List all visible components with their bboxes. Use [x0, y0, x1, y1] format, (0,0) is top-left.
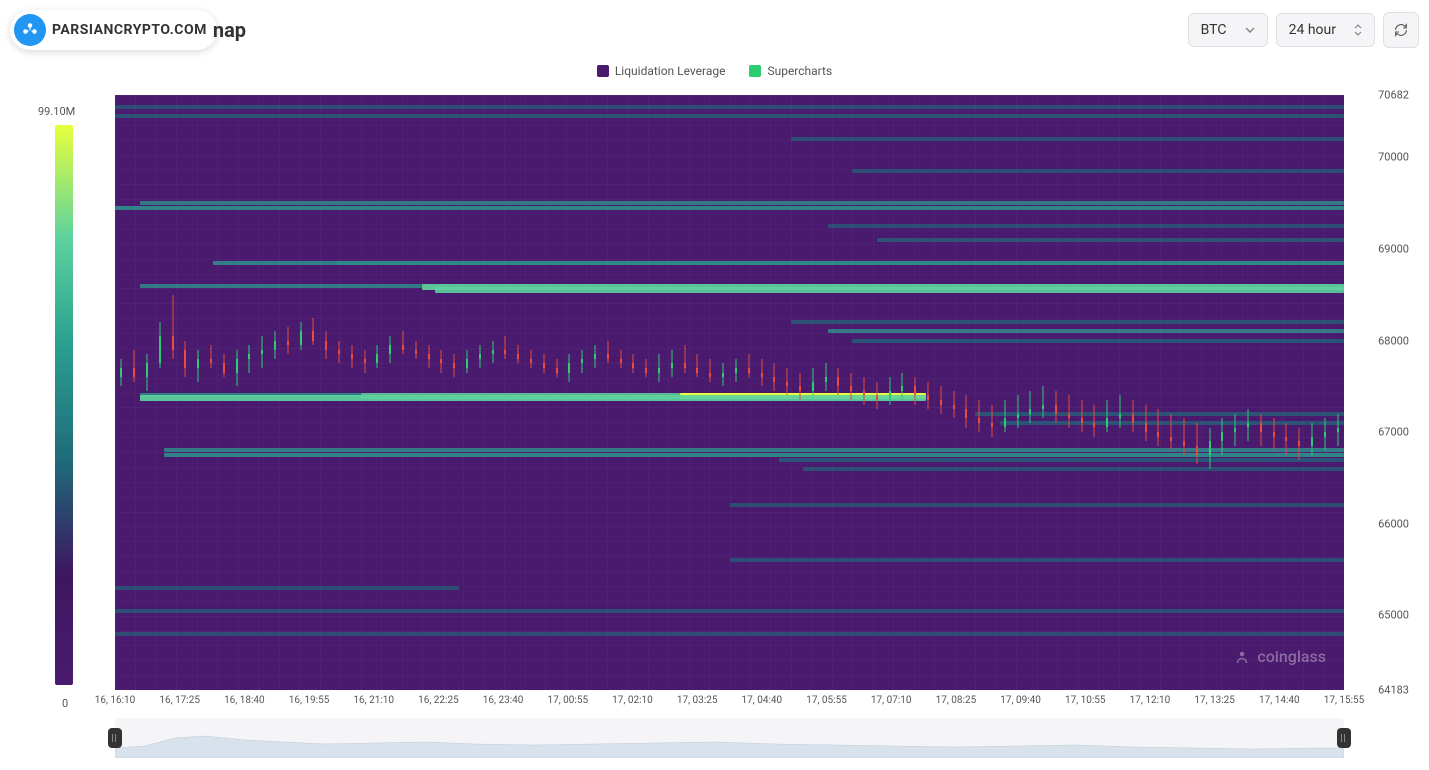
- watermark: coinglass: [1233, 647, 1326, 666]
- x-tick: 17, 08:25: [936, 695, 977, 706]
- refresh-button[interactable]: [1383, 12, 1419, 48]
- time-scrubber[interactable]: [115, 718, 1344, 758]
- range-select-value: 24 hour: [1289, 22, 1336, 38]
- logo-text: PARSIANCRYPTO.COM: [52, 22, 207, 38]
- x-axis: 16, 16:10 16, 17:25 16, 18:40 16, 19:55 16, …: [90, 695, 1399, 711]
- x-tick: 16, 17:25: [159, 695, 200, 706]
- y-tick: 69000: [1378, 242, 1409, 255]
- x-tick: 17, 10:55: [1065, 695, 1106, 706]
- x-tick: 17, 04:40: [742, 695, 783, 706]
- x-tick: 16, 22:25: [418, 695, 459, 706]
- coin-select-value: BTC: [1201, 22, 1227, 38]
- page-title-suffix: nap: [213, 18, 246, 42]
- header-controls: BTC 24 hour: [1188, 12, 1419, 48]
- x-tick: 17, 00:55: [547, 695, 588, 706]
- x-tick: 17, 13:25: [1194, 695, 1235, 706]
- y-tick: 65000: [1378, 609, 1409, 622]
- chevron-down-icon: [1245, 25, 1255, 35]
- legend-swatch: [749, 65, 761, 77]
- x-tick: 17, 05:55: [806, 695, 847, 706]
- logo-icon: [14, 14, 46, 46]
- x-tick: 16, 18:40: [224, 695, 265, 706]
- legend-label: Supercharts: [767, 64, 832, 78]
- y-tick: 66000: [1378, 517, 1409, 530]
- legend-item: Liquidation Leverage: [597, 64, 726, 78]
- y-tick: 68000: [1378, 334, 1409, 347]
- range-select[interactable]: 24 hour: [1276, 13, 1375, 47]
- chart-area[interactable]: coinglass: [115, 95, 1344, 690]
- logo-badge: PARSIANCRYPTO.COM: [10, 10, 217, 50]
- x-tick: 17, 09:40: [1000, 695, 1041, 706]
- y-tick: 70000: [1378, 151, 1409, 164]
- scrubber-handle-right[interactable]: [1337, 728, 1351, 748]
- scrubber-sparkline: [115, 718, 1344, 758]
- legend-swatch: [597, 65, 609, 77]
- legend-item: Supercharts: [749, 64, 832, 78]
- coin-select[interactable]: BTC: [1188, 13, 1268, 47]
- x-tick: 16, 23:40: [483, 695, 524, 706]
- x-tick: 17, 15:55: [1324, 695, 1365, 706]
- legend-label: Liquidation Leverage: [615, 64, 726, 78]
- x-tick: 16, 21:10: [353, 695, 394, 706]
- x-tick: 17, 14:40: [1259, 695, 1300, 706]
- x-tick: 17, 07:10: [871, 695, 912, 706]
- x-tick: 16, 16:10: [95, 695, 136, 706]
- colorbar: [55, 125, 73, 685]
- legend: Liquidation Leverage Supercharts: [0, 64, 1429, 78]
- y-tick: 67000: [1378, 426, 1409, 439]
- refresh-icon: [1393, 22, 1409, 38]
- header: PARSIANCRYPTO.COM nap BTC 24 hour: [10, 10, 1419, 50]
- x-tick: 17, 03:25: [677, 695, 718, 706]
- x-tick: 17, 02:10: [612, 695, 653, 706]
- colorbar-max-label: 99.10M: [38, 105, 75, 118]
- colorbar-min-label: 0: [62, 697, 68, 710]
- y-axis: 7068270000690006800067000660006500064183: [1359, 95, 1409, 690]
- x-tick: 17, 12:10: [1130, 695, 1171, 706]
- heatmap-chart: coinglass: [115, 95, 1344, 690]
- scrubber-handle-left[interactable]: [108, 728, 122, 748]
- y-tick: 70682: [1378, 89, 1409, 102]
- stepper-icon: [1354, 24, 1362, 36]
- watermark-text: coinglass: [1257, 647, 1326, 666]
- x-tick: 16, 19:55: [289, 695, 330, 706]
